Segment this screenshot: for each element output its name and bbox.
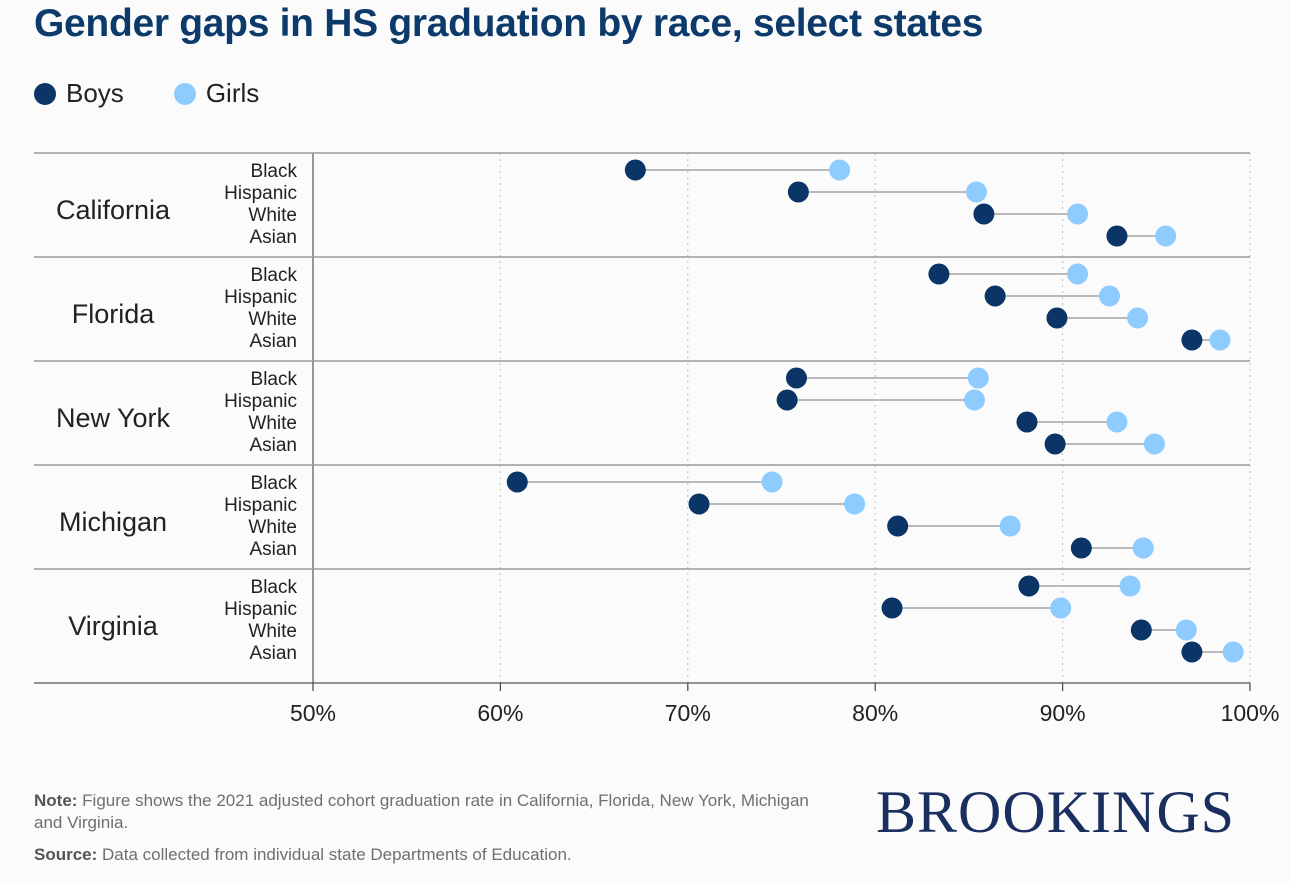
girls-dot-michigan-hispanic: [844, 493, 866, 515]
legend-item-girls: Girls: [173, 78, 260, 109]
race-label-virginia-hispanic: Hispanic: [224, 599, 297, 620]
state-label-california: California: [56, 195, 171, 225]
race-label-florida-hispanic: Hispanic: [224, 287, 297, 308]
x-tick-label-5: 100%: [1221, 700, 1280, 726]
boys-dot-new-york-black: [785, 367, 807, 389]
race-label-new-york-black: Black: [251, 369, 298, 390]
legend-swatch-boys: [34, 82, 56, 105]
boys-dot-michigan-black: [506, 471, 528, 493]
x-tick-label-2: 70%: [665, 700, 711, 726]
girls-dot-virginia-black: [1119, 575, 1141, 597]
legend-label-boys: Boys: [66, 78, 124, 108]
state-label-virginia: Virginia: [68, 611, 159, 641]
race-label-new-york-asian: Asian: [249, 435, 297, 456]
race-label-florida-white: White: [248, 309, 297, 330]
boys-dot-florida-white: [1046, 307, 1068, 329]
girls-dot-california-asian: [1155, 225, 1177, 247]
footnote: Note: Figure shows the 2021 adjusted coh…: [34, 790, 814, 866]
girls-dot-california-black: [829, 159, 851, 181]
girls-dot-california-white: [1067, 203, 1089, 225]
note-text: Figure shows the 2021 adjusted cohort gr…: [34, 791, 809, 832]
note-line: Note: Figure shows the 2021 adjusted coh…: [34, 790, 814, 834]
race-label-california-asian: Asian: [249, 227, 297, 248]
girls-dot-california-hispanic: [965, 181, 987, 203]
race-label-california-white: White: [248, 205, 297, 226]
race-label-virginia-black: Black: [251, 577, 298, 598]
brookings-logo: BROOKINGS: [876, 779, 1236, 845]
boys-dot-california-hispanic: [787, 181, 809, 203]
source-text: Data collected from individual state Dep…: [97, 845, 572, 864]
girls-dot-virginia-asian: [1222, 641, 1244, 663]
girls-dot-new-york-black: [967, 367, 989, 389]
chart-title: Gender gaps in HS graduation by race, se…: [34, 2, 984, 45]
boys-dot-new-york-hispanic: [776, 389, 798, 411]
girls-dot-new-york-hispanic: [964, 389, 986, 411]
boys-dot-new-york-asian: [1044, 433, 1066, 455]
girls-dot-virginia-hispanic: [1050, 597, 1072, 619]
race-label-florida-black: Black: [251, 265, 298, 286]
state-label-michigan: Michigan: [59, 507, 167, 537]
source-label: Source:: [34, 845, 98, 864]
legend-label-girls: Girls: [205, 78, 260, 108]
girls-dot-florida-black: [1067, 263, 1089, 285]
state-label-new-york: New York: [56, 403, 171, 433]
boys-dot-virginia-white: [1130, 619, 1152, 641]
x-tick-label-3: 80%: [852, 700, 898, 726]
race-label-michigan-asian: Asian: [249, 539, 297, 560]
race-label-michigan-black: Black: [251, 473, 298, 494]
girls-dot-florida-white: [1127, 307, 1149, 329]
race-label-virginia-white: White: [248, 621, 297, 642]
girls-dot-michigan-white: [999, 515, 1021, 537]
girls-dot-florida-asian: [1209, 329, 1231, 351]
boys-dot-michigan-white: [887, 515, 909, 537]
race-label-michigan-hispanic: Hispanic: [224, 495, 297, 516]
race-label-new-york-white: White: [248, 413, 297, 434]
boys-dot-florida-asian: [1181, 329, 1203, 351]
race-label-california-black: Black: [251, 161, 298, 182]
boys-dot-virginia-hispanic: [881, 597, 903, 619]
x-tick-label-1: 60%: [477, 700, 523, 726]
girls-dot-new-york-white: [1106, 411, 1128, 433]
girls-dot-florida-hispanic: [1098, 285, 1120, 307]
boys-dot-california-black: [624, 159, 646, 181]
boys-dot-florida-hispanic: [984, 285, 1006, 307]
legend: Boys Girls: [34, 78, 309, 109]
legend-item-boys: Boys: [34, 78, 124, 109]
boys-dot-virginia-black: [1018, 575, 1040, 597]
girls-dot-new-york-asian: [1143, 433, 1165, 455]
dumbbell-chart: 50% 60% 70% 80% 90% 100%CaliforniaBlackHispan…: [34, 152, 1280, 726]
boys-dot-new-york-white: [1016, 411, 1038, 433]
boys-dot-california-white: [973, 203, 995, 225]
girls-dot-michigan-black: [761, 471, 783, 493]
race-label-new-york-hispanic: Hispanic: [224, 391, 297, 412]
race-label-florida-asian: Asian: [249, 331, 297, 352]
girls-dot-michigan-asian: [1132, 537, 1154, 559]
boys-dot-virginia-asian: [1181, 641, 1203, 663]
boys-dot-michigan-asian: [1070, 537, 1092, 559]
boys-dot-california-asian: [1106, 225, 1128, 247]
boys-dot-michigan-hispanic: [688, 493, 710, 515]
race-label-michigan-white: White: [248, 517, 297, 538]
source-line: Source: Data collected from individual s…: [34, 844, 814, 866]
legend-swatch-girls: [173, 82, 196, 105]
race-label-virginia-asian: Asian: [249, 643, 297, 664]
girls-dot-virginia-white: [1175, 619, 1197, 641]
boys-dot-florida-black: [928, 263, 950, 285]
note-label: Note:: [34, 791, 78, 810]
x-tick-label-0: 50%: [290, 700, 336, 726]
race-label-california-hispanic: Hispanic: [224, 183, 297, 204]
state-label-florida: Florida: [72, 299, 156, 329]
x-tick-label-4: 90%: [1040, 700, 1086, 726]
